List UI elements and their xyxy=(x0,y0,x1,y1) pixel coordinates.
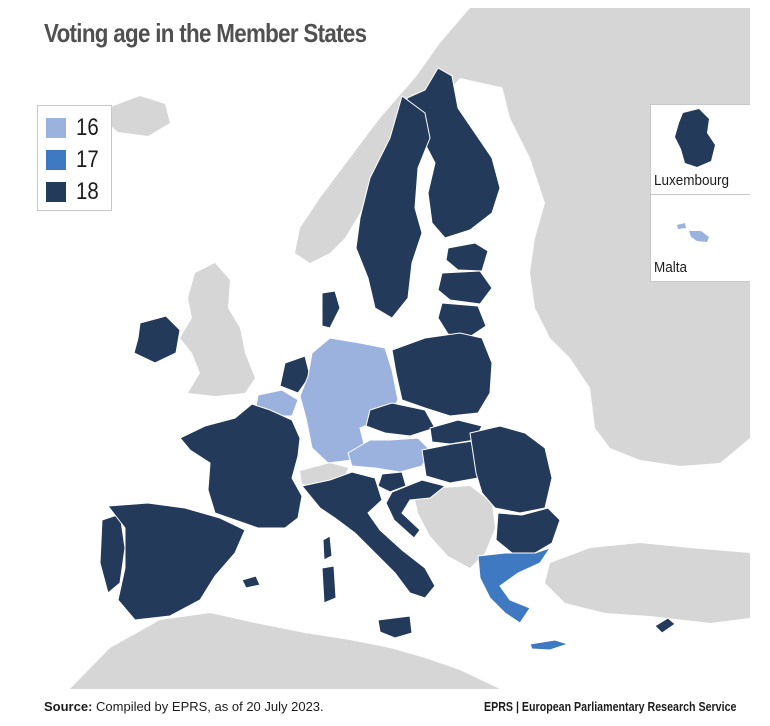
country-ireland xyxy=(133,315,181,364)
inset-label-luxembourg: Luxembourg xyxy=(654,172,730,189)
country-france xyxy=(179,403,303,529)
source-label: Source: xyxy=(44,699,93,714)
legend-swatch-17 xyxy=(46,150,66,170)
country-luxembourg-inset xyxy=(675,109,715,167)
country-portugal xyxy=(99,513,126,594)
country-latvia xyxy=(437,270,493,305)
legend-label-18: 18 xyxy=(76,178,99,205)
publisher-credit: EPRS | European Parliamentary Research S… xyxy=(484,699,737,714)
north-africa xyxy=(70,613,500,689)
turkey xyxy=(545,543,750,623)
country-croatia xyxy=(385,479,447,539)
country-malta-gozo xyxy=(677,223,686,229)
country-balearics xyxy=(241,575,261,589)
map-frame: Voting age in the Member States 16 17 18… xyxy=(30,8,750,689)
legend-label-16: 16 xyxy=(76,114,99,141)
legend-swatch-16 xyxy=(46,118,66,138)
inset-malta: Malta xyxy=(650,194,750,282)
country-slovenia xyxy=(377,471,407,493)
country-finland xyxy=(406,67,501,239)
country-czechia xyxy=(365,402,436,437)
source-text: Compiled by EPRS, as of 20 July 2023. xyxy=(96,699,324,714)
country-lithuania xyxy=(437,302,487,339)
legend-swatch-18 xyxy=(46,182,66,202)
country-greece xyxy=(477,547,552,624)
legend-label-17: 17 xyxy=(76,146,99,173)
country-netherlands xyxy=(279,355,311,394)
eu-member-states xyxy=(99,67,676,651)
great-britain xyxy=(180,263,255,396)
country-poland xyxy=(391,332,493,417)
legend: 16 17 18 xyxy=(37,105,112,211)
country-crete xyxy=(529,639,570,651)
malta-shape xyxy=(677,223,709,242)
luxembourg-shape xyxy=(675,109,715,167)
country-spain xyxy=(107,502,246,621)
country-malta-main xyxy=(689,231,709,242)
country-denmark xyxy=(321,290,341,329)
country-bulgaria xyxy=(495,507,561,554)
country-sardinia xyxy=(321,565,337,604)
iceland xyxy=(104,96,170,136)
map-title: Voting age in the Member States xyxy=(44,18,367,48)
balkans xyxy=(412,486,495,568)
europe-map xyxy=(70,8,750,689)
country-germany xyxy=(299,337,399,464)
country-cyprus xyxy=(654,617,676,634)
country-sweden xyxy=(355,95,431,319)
country-italy xyxy=(301,471,436,599)
inset-luxembourg: Luxembourg xyxy=(650,104,750,196)
inset-label-malta: Malta xyxy=(654,259,688,276)
country-romania xyxy=(469,425,553,514)
source-note: Source: Compiled by EPRS, as of 20 July … xyxy=(44,699,324,714)
country-corsica xyxy=(322,535,333,561)
country-estonia xyxy=(445,242,489,272)
country-sicily xyxy=(377,615,413,639)
